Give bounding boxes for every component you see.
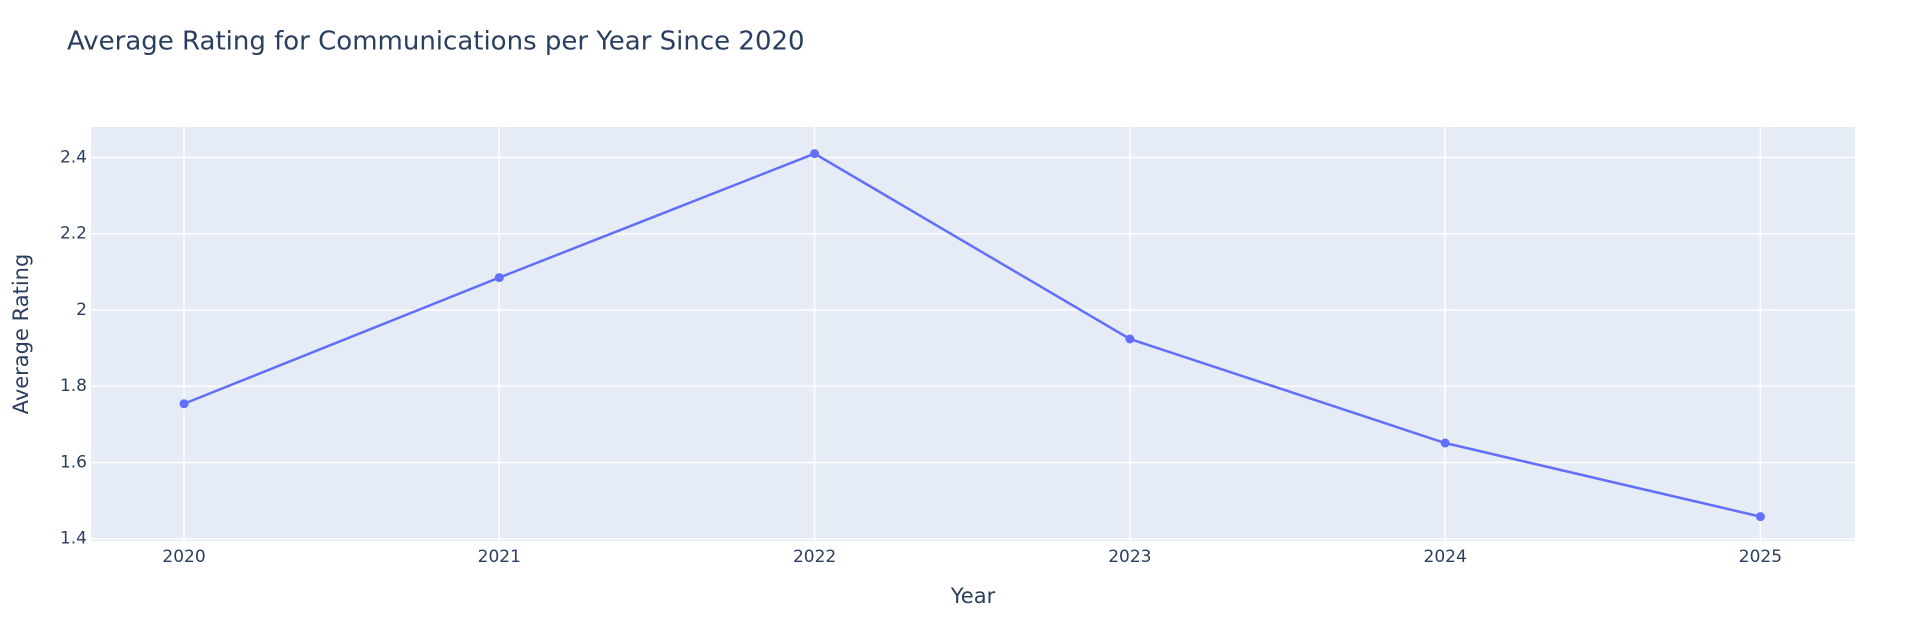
point <box>1125 334 1135 344</box>
x-tick-label: 2020 <box>162 547 205 567</box>
x-tick-label: 2025 <box>1739 547 1782 567</box>
point <box>810 149 820 159</box>
y-tick-label: 1.6 <box>60 452 87 472</box>
plot-area <box>91 127 1855 541</box>
x-axis-title: Year <box>950 584 996 608</box>
chart-title: Average Rating for Communications per Ye… <box>67 27 805 57</box>
point <box>179 399 189 409</box>
point <box>1755 512 1765 522</box>
x-tick-label: 2021 <box>478 547 521 567</box>
y-tick-label: 2 <box>76 300 87 320</box>
y-tick-label: 1.8 <box>60 376 87 396</box>
point <box>494 273 504 283</box>
y-tick-label: 2.4 <box>60 147 87 167</box>
y-tick-label: 1.4 <box>60 529 87 549</box>
x-tick-label: 2024 <box>1424 547 1467 567</box>
x-tick-label: 2023 <box>1108 547 1151 567</box>
y-tick-label: 2.2 <box>60 224 87 244</box>
x-tick-label: 2022 <box>793 547 836 567</box>
y-axis-title: Average Rating <box>9 254 33 415</box>
line <box>183 152 1761 518</box>
point <box>1440 438 1450 448</box>
